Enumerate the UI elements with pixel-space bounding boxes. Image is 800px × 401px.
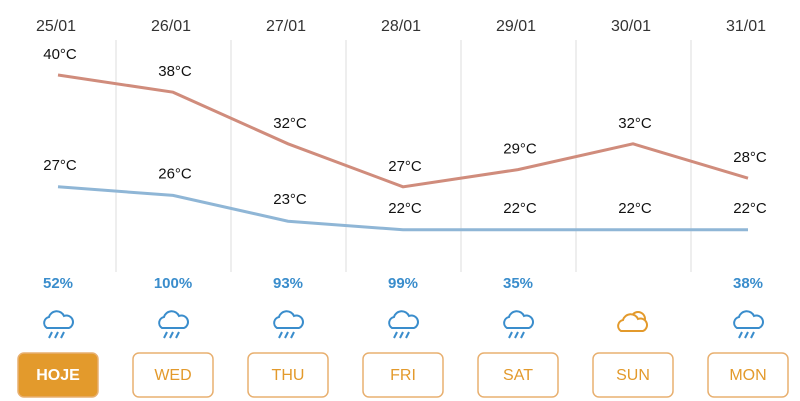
raindrop: [278, 331, 283, 339]
button-label: SUN: [616, 367, 650, 384]
low-temp-label: 22°C: [733, 200, 767, 217]
raindrop: [744, 331, 749, 339]
day-button[interactable]: THU: [247, 352, 329, 398]
low-temp-label: 26°C: [158, 165, 192, 182]
low-temp-label: 22°C: [503, 200, 537, 217]
raindrop: [54, 331, 59, 339]
raindrop: [393, 331, 398, 339]
high-temp-label: 32°C: [273, 115, 307, 132]
low-temp-line: [57, 185, 748, 232]
raindrop: [508, 331, 513, 339]
raindrop: [405, 331, 410, 339]
button-box: [362, 352, 444, 398]
weather-icon: [733, 310, 764, 339]
button-label: HOJE: [36, 367, 80, 384]
weather-icon: [158, 310, 189, 339]
cloud: [388, 310, 419, 329]
raindrop: [169, 331, 174, 339]
low-temp-label: 22°C: [388, 200, 422, 217]
raindrop: [175, 331, 180, 339]
day-button[interactable]: HOJE: [17, 352, 99, 398]
high-temp-label: 27°C: [388, 158, 422, 175]
button-box: [247, 352, 329, 398]
high-temp-line: [57, 73, 749, 189]
button-label: THU: [272, 367, 305, 384]
date: 25/01: [36, 18, 76, 35]
raindrop: [738, 331, 743, 339]
button-box: [17, 352, 99, 398]
raindrop: [48, 331, 53, 339]
weather-icon: [503, 310, 534, 339]
button-box: [132, 352, 214, 398]
date: 27/01: [266, 18, 306, 35]
cloud: [617, 313, 648, 332]
cloud: [158, 310, 189, 329]
button-label: MON: [729, 367, 766, 384]
high-temp-label: 32°C: [618, 115, 652, 132]
raindrop: [520, 331, 525, 339]
rain-chance: 100%: [154, 275, 192, 292]
low-temp-label: 23°C: [273, 191, 307, 208]
button-label: SAT: [503, 367, 533, 384]
high-temp-label: 38°C: [158, 63, 192, 80]
rain-chance: 99%: [388, 275, 418, 292]
button-label: FRI: [390, 367, 416, 384]
rain-chance: 93%: [273, 275, 303, 292]
cloud: [273, 310, 304, 329]
date: 29/01: [496, 18, 536, 35]
low-temp-label: 22°C: [618, 200, 652, 217]
day-button[interactable]: FRI: [362, 352, 444, 398]
day-button[interactable]: MON: [707, 352, 789, 398]
weather-icon: [273, 310, 304, 339]
day-button[interactable]: SUN: [592, 352, 674, 398]
cloud: [43, 310, 74, 329]
day-button[interactable]: WED: [132, 352, 214, 398]
raindrop: [750, 331, 755, 339]
button-box: [477, 352, 559, 398]
high-temp-label: 40°C: [43, 46, 77, 63]
button-label: WED: [154, 367, 191, 384]
raindrop: [284, 331, 289, 339]
raindrop: [163, 331, 168, 339]
cloud: [733, 310, 764, 329]
raindrop: [290, 331, 295, 339]
button-box: [707, 352, 789, 398]
date: 31/01: [726, 18, 766, 35]
high-temp-label: 28°C: [733, 149, 767, 166]
weather-icon: [43, 310, 74, 339]
raindrop: [399, 331, 404, 339]
day-button[interactable]: SAT: [477, 352, 559, 398]
date: 30/01: [611, 18, 651, 35]
rain-chance: 52%: [43, 275, 73, 292]
high-temp-label: 29°C: [503, 141, 537, 158]
button-box: [592, 352, 674, 398]
raindrop: [514, 331, 519, 339]
cloud: [503, 310, 534, 329]
weather-icon: [388, 310, 419, 339]
rain-chance: 38%: [733, 275, 763, 292]
date: 28/01: [381, 18, 421, 35]
raindrop: [60, 331, 65, 339]
date: 26/01: [151, 18, 191, 35]
weather-icon: [617, 311, 648, 332]
rain-chance: 35%: [503, 275, 533, 292]
low-temp-label: 27°C: [43, 157, 77, 174]
